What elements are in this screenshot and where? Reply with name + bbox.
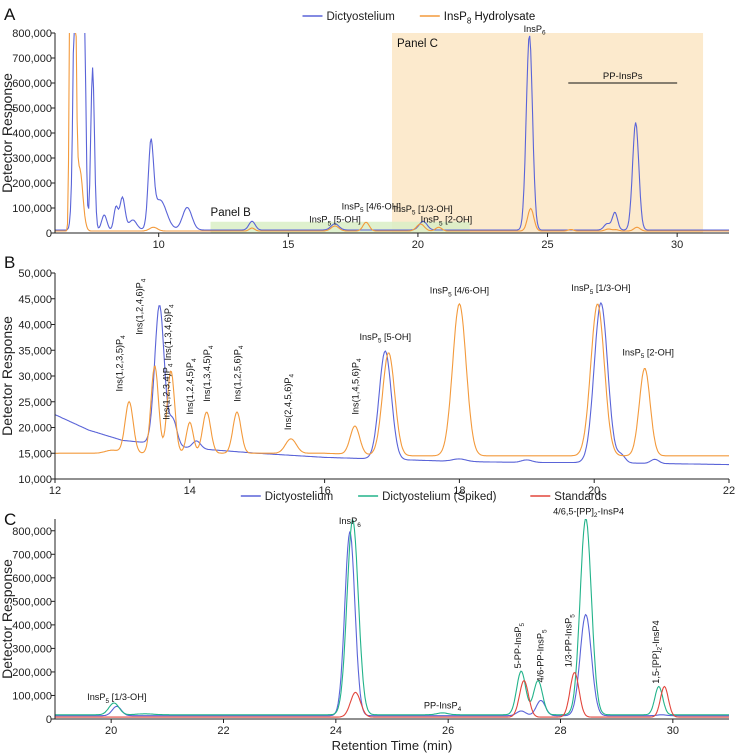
peak-annotation: Ins(1,3,4,6)P4 (163, 304, 176, 361)
x-tick-label: 18 (453, 485, 465, 497)
x-tick-label: 14 (184, 485, 196, 497)
series-line-dictyostelium (55, 301, 729, 466)
peak-annotation: Ins(1,4,5,6)P4 (350, 358, 363, 415)
x-tick-label: 15 (282, 239, 294, 251)
y-tick-label: 30,000 (18, 371, 52, 383)
y-tick-label: 35,000 (18, 345, 52, 357)
y-tick-label: 600,000 (12, 78, 52, 90)
panel-label: C (4, 510, 16, 529)
y-tick-label: 400,000 (12, 128, 52, 140)
peak-annotation: InsP5 [1/3-OH] (571, 283, 630, 296)
y-tick-label: 600,000 (12, 573, 52, 585)
y-tick-label: 0 (46, 714, 52, 726)
y-axis-label: Detector Response (0, 559, 15, 679)
panel-label: B (4, 253, 15, 272)
peak-annotation: Ins(1,2,4,6)P4 (135, 278, 148, 335)
panel-c: 20 22 24 26 28 30 0 100,000 200,000 300,000 400,00… (0, 491, 729, 753)
y-tick-label: 500,000 (12, 103, 52, 115)
y-tick-label: 700,000 (12, 53, 52, 65)
peak-annotation: Ins(1,2,3,4)P4 (162, 363, 175, 420)
x-tick-label: 24 (330, 725, 342, 737)
peak-annotation: Ins(1,3,4,5)P4 (202, 345, 215, 402)
x-tick-label: 25 (541, 239, 553, 251)
x-tick-label: 22 (723, 485, 735, 497)
y-tick-label: 40,000 (18, 320, 52, 332)
peak-annotation: PP-InsP4 (424, 700, 462, 713)
y-tick-label: 800,000 (12, 526, 52, 538)
peak-annotation: Ins(2,4,5,6)P4 (283, 373, 296, 430)
peak-annotation: InsP5 [2-OH] (421, 215, 473, 228)
legend-label: Standards (554, 491, 607, 503)
y-tick-label: 200,000 (12, 178, 52, 190)
x-axis-label: Retention Time (min) (332, 738, 453, 753)
y-tick-label: 50,000 (18, 268, 52, 280)
y-tick-label: 400,000 (12, 620, 52, 632)
legend-label: Dictyostelium (Spiked) (382, 491, 497, 503)
peak-annotation: Ins(1,2,5,6)P4 (232, 345, 245, 402)
legend-label: Dictyostelium (327, 11, 395, 23)
peak-annotation: Ins(1,2,4,5)P4 (185, 358, 198, 415)
x-tick-label: 16 (318, 485, 330, 497)
series-line-standards (55, 671, 729, 718)
series-line-dictyostelium (55, 33, 729, 231)
legend-label: Dictyostelium (265, 491, 333, 503)
legend: Dictyostelium Dictyostelium (Spiked) Stand… (240, 491, 607, 503)
peak-annotation: 1,5-[PP]2-InsP4 (651, 620, 664, 683)
panel-b: 12 14 16 18 20 22 10,000 15,000 20,000 25,000 30,0… (0, 253, 735, 497)
peak-annotation: 1/3-PP-InsP5 (564, 614, 577, 668)
x-tick-label: 20 (588, 485, 600, 497)
peak-annotation: 4/6,5-[PP]2-InsP4 (553, 506, 624, 519)
region-label: Panel C (397, 38, 438, 50)
y-tick-label: 15,000 (18, 448, 52, 460)
y-tick-label: 800,000 (12, 28, 52, 40)
peak-annotation: InsP5 [1/3-OH] (87, 692, 146, 705)
x-tick-label: 20 (105, 725, 117, 737)
x-tick-label: 28 (554, 725, 566, 737)
y-tick-label: 25,000 (18, 397, 52, 409)
peak-annotation: InsP5 [4/6-OH] (430, 286, 489, 299)
series-line-insp8-hydrolysate (55, 302, 729, 457)
legend: Dictyostelium InsP8 Hydrolysate (302, 11, 535, 25)
panel-label: A (4, 5, 16, 24)
peak-annotation: InsP5 [4/6-OH] (342, 201, 401, 214)
y-tick-label: 45,000 (18, 294, 52, 306)
bracket-label: PP-InsPs (603, 71, 643, 82)
y-axis-label: Detector Response (0, 73, 15, 193)
y-tick-label: 700,000 (12, 549, 52, 561)
peak-annotation: InsP6 (524, 24, 546, 37)
series-line-dictyostelium-spiked- (55, 519, 729, 716)
panel-a: 10 15 20 25 30 0 100,000 200,000 300,000 400,000 5… (0, 5, 729, 251)
x-tick-label: 12 (49, 485, 61, 497)
y-tick-label: 100,000 (12, 690, 52, 702)
peak-annotation: InsP5 [5-OH] (309, 215, 361, 228)
y-tick-label: 200,000 (12, 667, 52, 679)
peak-annotation: 5-PP-InsP5 (513, 623, 526, 669)
peak-annotation: InsP5 [1/3-OH] (393, 204, 452, 217)
peak-annotation: 4/6-PP-InsP5 (536, 629, 549, 683)
y-tick-label: 100,000 (12, 203, 52, 215)
y-tick-label: 0 (46, 228, 52, 240)
x-tick-label: 30 (667, 725, 679, 737)
y-tick-label: 300,000 (12, 153, 52, 165)
series-line-dictyostelium (55, 530, 729, 717)
y-tick-label: 300,000 (12, 643, 52, 655)
peak-annotation: InsP6 (339, 516, 361, 529)
legend-label: InsP8 Hydrolysate (444, 11, 535, 25)
y-tick-label: 10,000 (18, 474, 52, 486)
series-line-insp8-hydrolysate (55, 33, 729, 232)
peak-annotation: InsP5 [2-OH] (622, 347, 674, 360)
peak-annotation: Ins(1,2,3,5)P4 (114, 335, 127, 392)
peak-annotation: InsP5 [5-OH] (359, 332, 411, 345)
x-tick-label: 20 (412, 239, 424, 251)
x-tick-label: 30 (671, 239, 683, 251)
x-tick-label: 26 (442, 725, 454, 737)
y-axis-label: Detector Response (0, 316, 15, 436)
y-tick-label: 20,000 (18, 423, 52, 435)
x-tick-label: 22 (217, 725, 229, 737)
x-tick-label: 10 (153, 239, 165, 251)
y-tick-label: 500,000 (12, 596, 52, 608)
region-label: Panel B (211, 207, 252, 219)
region-panel-c (392, 33, 704, 233)
